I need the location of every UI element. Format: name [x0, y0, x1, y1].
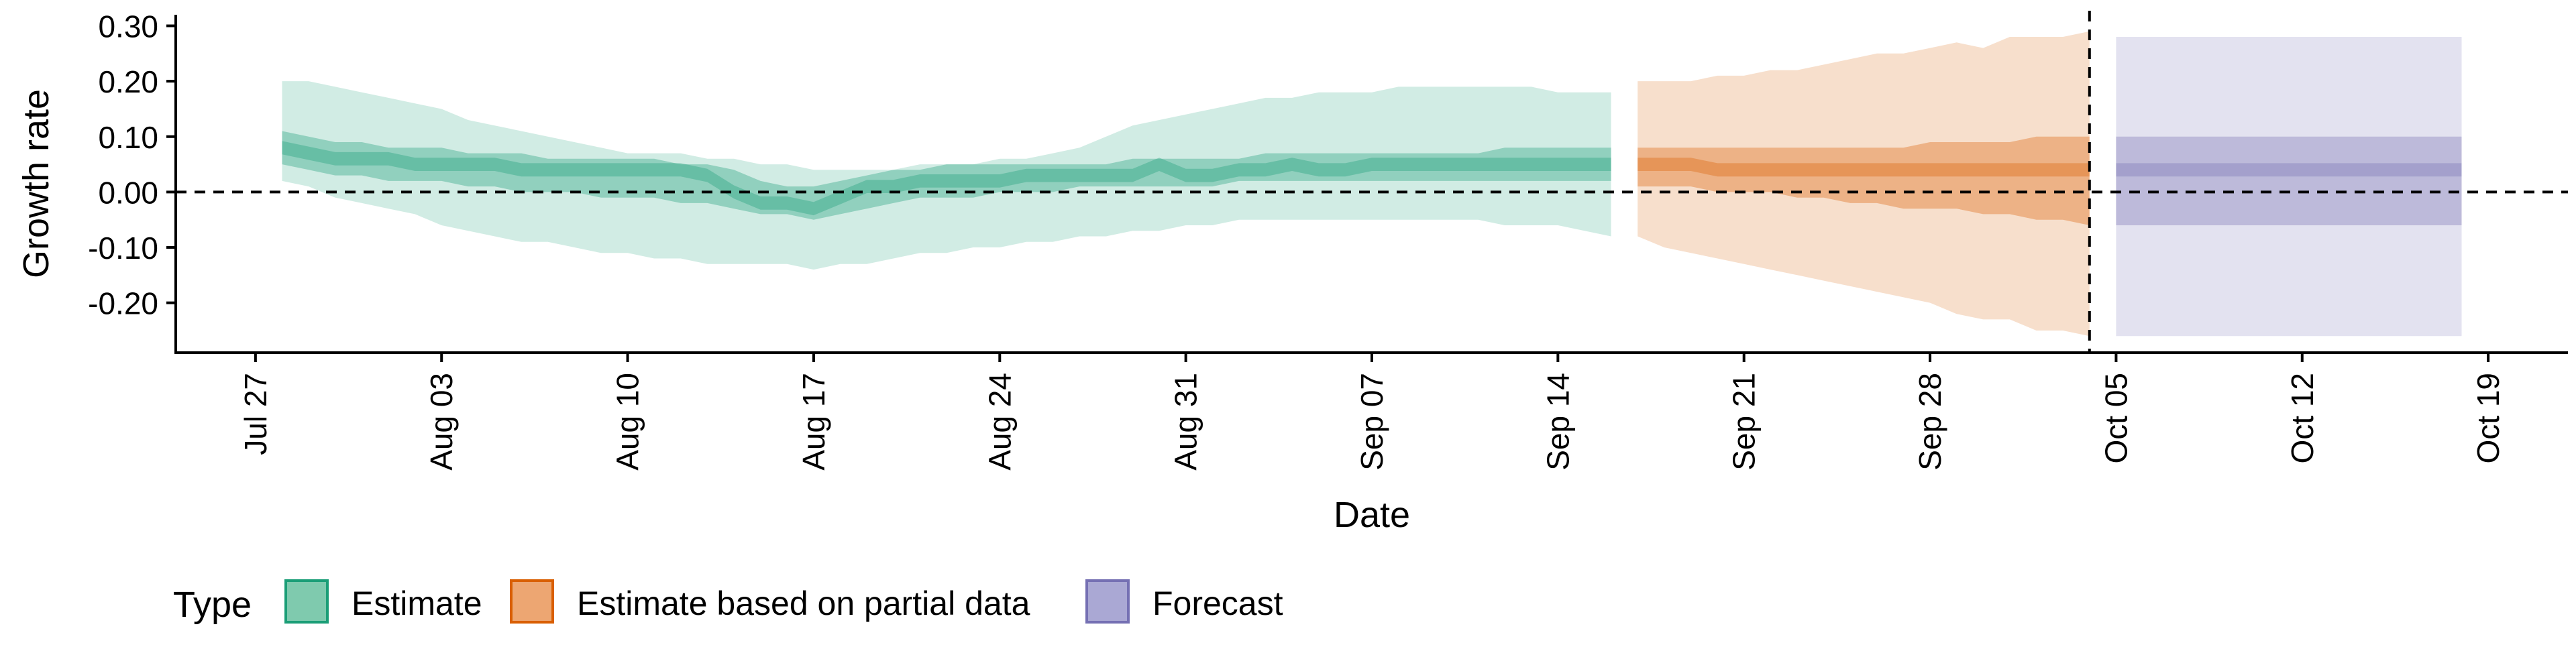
x-tick-label: Aug 10 [610, 373, 645, 471]
legend: Type Estimate Estimate based on partial d… [173, 579, 1283, 625]
forecast-band-90 [2116, 37, 2462, 337]
x-tick-label: Aug 03 [424, 373, 459, 471]
x-tick-label: Aug 17 [796, 373, 831, 471]
legend-label: Forecast [1152, 585, 1283, 622]
y-tick-label: -0.20 [88, 286, 158, 321]
x-tick-label: Oct 05 [2098, 373, 2133, 464]
reference-lines [176, 11, 2568, 353]
x-tick-label: Sep 07 [1354, 373, 1389, 471]
forecast-median-band [2116, 163, 2462, 177]
x-tick-label: Sep 14 [1540, 373, 1575, 471]
estimate-band-90 [282, 81, 1611, 270]
y-tick-label: 0.20 [98, 64, 158, 99]
estimate-band-50 [282, 131, 1611, 220]
legend-label: Estimate [352, 585, 482, 622]
legend-swatch [510, 579, 554, 624]
y-tick-label: -0.10 [88, 231, 158, 266]
bands-layer [282, 31, 2462, 337]
estimate-based-on-partial-data-median-band [1638, 158, 2090, 177]
y-tick-label: 0.30 [98, 9, 158, 44]
estimate-median-band [282, 141, 1611, 216]
estimate-based-on-partial-data-band-50 [1638, 136, 2090, 225]
axes: 0.30 0.20 0.10 0.00 -0.10 -0.20 Jul 27 Aug 03 Au… [88, 9, 2568, 471]
x-tick-label: Jul 27 [238, 373, 273, 455]
y-axis-label: Growth rate [16, 89, 56, 278]
x-tick-label: Oct 19 [2471, 373, 2506, 464]
legend-title: Type [173, 585, 252, 625]
x-tick-label: Aug 31 [1169, 373, 1203, 471]
y-tick-label: 0.00 [98, 175, 158, 210]
forecast-band-50 [2116, 136, 2462, 225]
legend-swatch [284, 579, 329, 624]
x-tick-label: Sep 28 [1913, 373, 1947, 471]
x-tick-label: Aug 24 [982, 373, 1017, 471]
estimate-based-on-partial-data-band-90 [1638, 31, 2090, 337]
x-tick-label: Sep 21 [1727, 373, 1762, 471]
x-tick-label: Oct 12 [2285, 373, 2320, 464]
legend-label: Estimate based on partial data [577, 585, 1030, 622]
legend-swatch [1085, 579, 1130, 624]
x-axis-label: Date [1334, 495, 1410, 535]
y-tick-label: 0.10 [98, 120, 158, 155]
